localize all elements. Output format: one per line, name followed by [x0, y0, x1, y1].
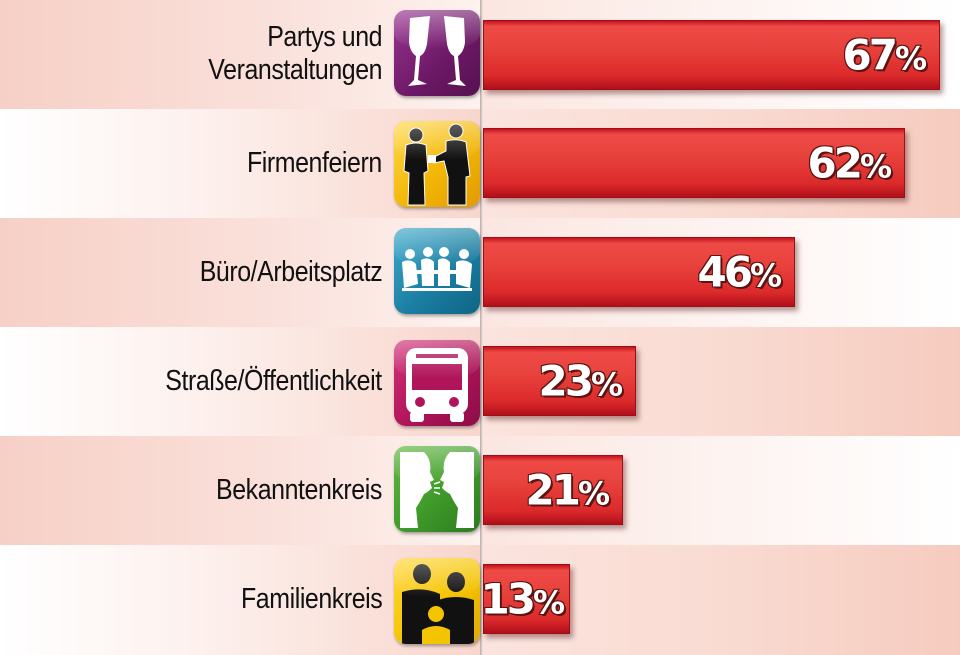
conversation-faces-icon [394, 446, 480, 532]
bar-familienkreis: 13% [479, 564, 570, 634]
bar-strasse: 23% [483, 346, 636, 416]
category-label: Firmenfeiern [247, 147, 382, 180]
category-label-line2: Veranstaltungen [208, 54, 382, 86]
business-toast-icon [394, 121, 480, 207]
chart-row-bekanntenkreis: Bekanntenkreis 21% [0, 436, 960, 545]
category-label-line1: Partys und [267, 21, 382, 53]
baseline-axis [480, 0, 483, 655]
category-label-line1: Büro/Arbeitsplatz [199, 256, 382, 288]
chart-row-buero: Büro/Arbeitsplatz 46% [0, 218, 960, 327]
chart-row-firmenfeiern: Firmenfeiern 62% [0, 109, 960, 218]
category-label: Bekanntenkreis [216, 474, 382, 507]
category-label-line1: Bekanntenkreis [216, 474, 382, 506]
bar-value: 13% [479, 574, 566, 625]
category-label: Familienkreis [240, 583, 383, 616]
bar-value: 62% [806, 138, 893, 189]
category-label: Partys und Veranstaltungen [208, 21, 382, 87]
bar-value: 23% [537, 356, 624, 407]
category-label-line1: Firmenfeiern [247, 147, 382, 179]
bar-value: 67% [841, 30, 928, 81]
chart-row-familienkreis: Familienkreis 13% [0, 545, 960, 655]
bar-firmenfeiern: 62% [483, 128, 905, 198]
bus-icon [394, 340, 480, 426]
bar-bekanntenkreis: 21% [483, 455, 623, 525]
chart-row-strasse: Straße/Öffentlichkeit 23% [0, 327, 960, 436]
category-label-line1: Familienkreis [240, 583, 383, 615]
family-icon [394, 558, 480, 644]
chart-row-partys: Partys und Veranstaltungen 67% [0, 0, 960, 109]
category-label: Büro/Arbeitsplatz [199, 256, 382, 289]
bar-value: 21% [524, 465, 611, 516]
office-meeting-icon [394, 228, 480, 314]
category-label-line1: Straße/Öffentlichkeit [165, 365, 383, 397]
bar-value: 46% [696, 247, 783, 298]
bar-partys: 67% [483, 20, 940, 90]
champagne-glasses-icon [394, 10, 480, 96]
category-label: Straße/Öffentlichkeit [165, 365, 383, 398]
bar-buero: 46% [483, 237, 795, 307]
